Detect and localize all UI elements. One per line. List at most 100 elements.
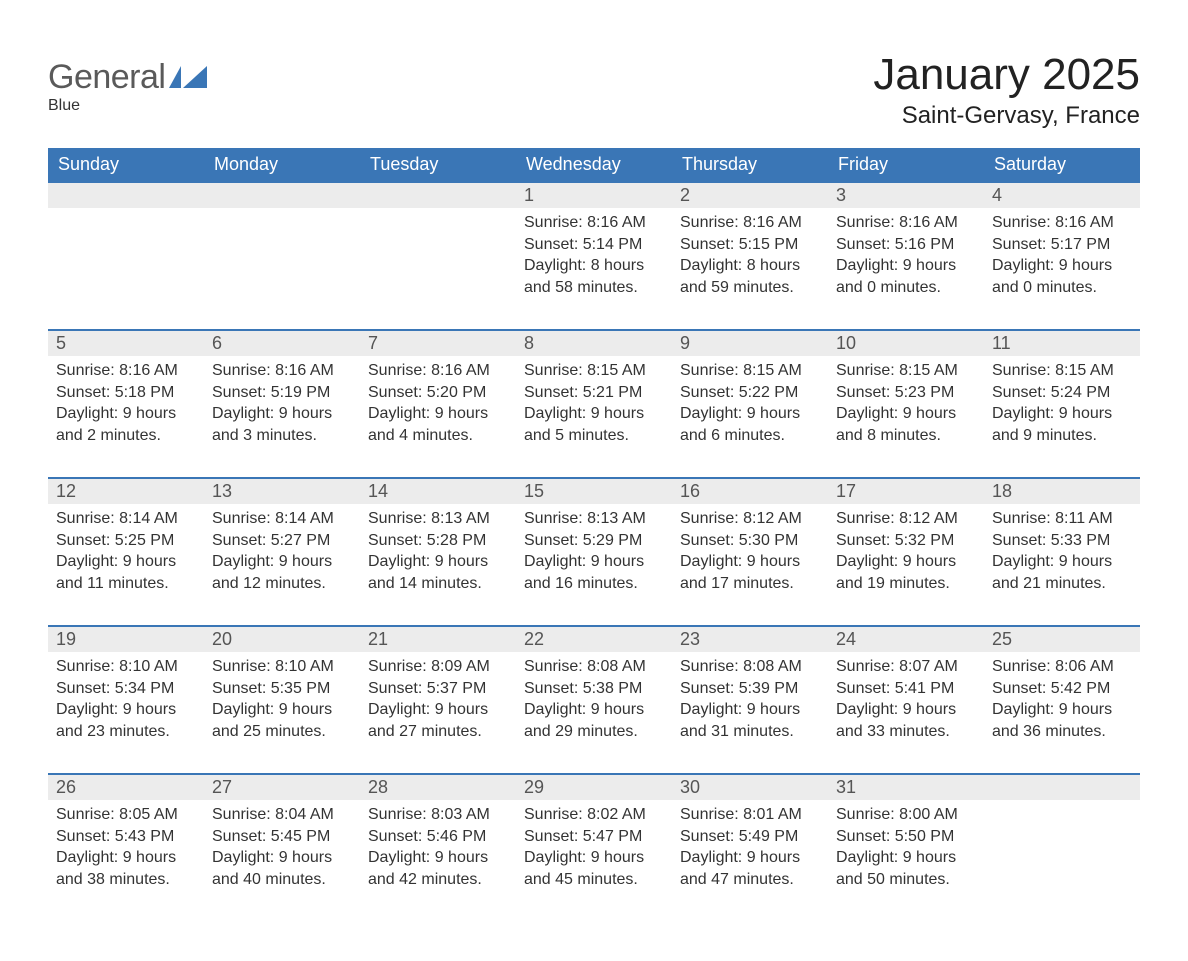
calendar-cell: 2Sunrise: 8:16 AMSunset: 5:15 PMDaylight… <box>672 181 828 329</box>
weekday-header: Wednesday <box>516 148 672 181</box>
sunrise-text: Sunrise: 8:08 AM <box>680 656 820 678</box>
calendar-cell: 12Sunrise: 8:14 AMSunset: 5:25 PMDayligh… <box>48 477 204 625</box>
day-body: Sunrise: 8:09 AMSunset: 5:37 PMDaylight:… <box>360 652 516 750</box>
day-body: Sunrise: 8:03 AMSunset: 5:46 PMDaylight:… <box>360 800 516 898</box>
sunset-text: Sunset: 5:33 PM <box>992 530 1132 552</box>
day-number <box>204 181 360 208</box>
day-body: Sunrise: 8:10 AMSunset: 5:34 PMDaylight:… <box>48 652 204 750</box>
sunset-text: Sunset: 5:15 PM <box>680 234 820 256</box>
day-body: Sunrise: 8:00 AMSunset: 5:50 PMDaylight:… <box>828 800 984 898</box>
sunset-text: Sunset: 5:34 PM <box>56 678 196 700</box>
calendar-cell <box>48 181 204 329</box>
sunrise-text: Sunrise: 8:16 AM <box>680 212 820 234</box>
sunrise-text: Sunrise: 8:14 AM <box>212 508 352 530</box>
calendar-cell: 7Sunrise: 8:16 AMSunset: 5:20 PMDaylight… <box>360 329 516 477</box>
sunrise-text: Sunrise: 8:14 AM <box>56 508 196 530</box>
sunset-text: Sunset: 5:23 PM <box>836 382 976 404</box>
day-body: Sunrise: 8:10 AMSunset: 5:35 PMDaylight:… <box>204 652 360 750</box>
calendar-week-row: 19Sunrise: 8:10 AMSunset: 5:34 PMDayligh… <box>48 625 1140 773</box>
calendar-page: General Blue January 2025 Saint-Gervasy,… <box>0 0 1188 961</box>
sunrise-text: Sunrise: 8:12 AM <box>680 508 820 530</box>
day-body: Sunrise: 8:16 AMSunset: 5:19 PMDaylight:… <box>204 356 360 454</box>
day-number: 11 <box>984 329 1140 356</box>
calendar-cell: 14Sunrise: 8:13 AMSunset: 5:28 PMDayligh… <box>360 477 516 625</box>
calendar-cell: 25Sunrise: 8:06 AMSunset: 5:42 PMDayligh… <box>984 625 1140 773</box>
day-number: 31 <box>828 773 984 800</box>
calendar-cell: 3Sunrise: 8:16 AMSunset: 5:16 PMDaylight… <box>828 181 984 329</box>
day-number: 29 <box>516 773 672 800</box>
calendar-cell: 17Sunrise: 8:12 AMSunset: 5:32 PMDayligh… <box>828 477 984 625</box>
day-body: Sunrise: 8:08 AMSunset: 5:38 PMDaylight:… <box>516 652 672 750</box>
calendar-cell: 13Sunrise: 8:14 AMSunset: 5:27 PMDayligh… <box>204 477 360 625</box>
sunset-text: Sunset: 5:27 PM <box>212 530 352 552</box>
calendar-cell <box>204 181 360 329</box>
daylight-text: Daylight: 9 hours and 16 minutes. <box>524 551 664 594</box>
daylight-text: Daylight: 9 hours and 47 minutes. <box>680 847 820 890</box>
day-number: 26 <box>48 773 204 800</box>
day-number: 9 <box>672 329 828 356</box>
day-number: 14 <box>360 477 516 504</box>
daylight-text: Daylight: 9 hours and 0 minutes. <box>992 255 1132 298</box>
sunset-text: Sunset: 5:24 PM <box>992 382 1132 404</box>
daylight-text: Daylight: 9 hours and 8 minutes. <box>836 403 976 446</box>
day-body: Sunrise: 8:15 AMSunset: 5:23 PMDaylight:… <box>828 356 984 454</box>
sunrise-text: Sunrise: 8:10 AM <box>56 656 196 678</box>
sunrise-text: Sunrise: 8:01 AM <box>680 804 820 826</box>
day-number: 8 <box>516 329 672 356</box>
daylight-text: Daylight: 9 hours and 0 minutes. <box>836 255 976 298</box>
day-body: Sunrise: 8:14 AMSunset: 5:27 PMDaylight:… <box>204 504 360 602</box>
sunset-text: Sunset: 5:25 PM <box>56 530 196 552</box>
calendar-cell: 26Sunrise: 8:05 AMSunset: 5:43 PMDayligh… <box>48 773 204 921</box>
day-number: 22 <box>516 625 672 652</box>
calendar-cell: 8Sunrise: 8:15 AMSunset: 5:21 PMDaylight… <box>516 329 672 477</box>
day-number: 20 <box>204 625 360 652</box>
calendar-table: SundayMondayTuesdayWednesdayThursdayFrid… <box>48 148 1140 921</box>
day-body: Sunrise: 8:01 AMSunset: 5:49 PMDaylight:… <box>672 800 828 898</box>
sunrise-text: Sunrise: 8:16 AM <box>992 212 1132 234</box>
day-body: Sunrise: 8:05 AMSunset: 5:43 PMDaylight:… <box>48 800 204 898</box>
sunset-text: Sunset: 5:42 PM <box>992 678 1132 700</box>
daylight-text: Daylight: 9 hours and 27 minutes. <box>368 699 508 742</box>
daylight-text: Daylight: 9 hours and 38 minutes. <box>56 847 196 890</box>
sunset-text: Sunset: 5:30 PM <box>680 530 820 552</box>
sunrise-text: Sunrise: 8:05 AM <box>56 804 196 826</box>
sunset-text: Sunset: 5:39 PM <box>680 678 820 700</box>
day-body: Sunrise: 8:06 AMSunset: 5:42 PMDaylight:… <box>984 652 1140 750</box>
day-body: Sunrise: 8:15 AMSunset: 5:21 PMDaylight:… <box>516 356 672 454</box>
calendar-cell: 16Sunrise: 8:12 AMSunset: 5:30 PMDayligh… <box>672 477 828 625</box>
calendar-cell: 10Sunrise: 8:15 AMSunset: 5:23 PMDayligh… <box>828 329 984 477</box>
sunrise-text: Sunrise: 8:16 AM <box>368 360 508 382</box>
day-number: 6 <box>204 329 360 356</box>
day-body <box>204 208 360 220</box>
day-body <box>48 208 204 220</box>
daylight-text: Daylight: 9 hours and 4 minutes. <box>368 403 508 446</box>
sunset-text: Sunset: 5:43 PM <box>56 826 196 848</box>
day-number: 15 <box>516 477 672 504</box>
calendar-cell <box>360 181 516 329</box>
weekday-header: Friday <box>828 148 984 181</box>
day-number: 27 <box>204 773 360 800</box>
day-body: Sunrise: 8:13 AMSunset: 5:29 PMDaylight:… <box>516 504 672 602</box>
day-number: 10 <box>828 329 984 356</box>
day-body <box>360 208 516 220</box>
sunset-text: Sunset: 5:16 PM <box>836 234 976 256</box>
day-body: Sunrise: 8:12 AMSunset: 5:32 PMDaylight:… <box>828 504 984 602</box>
daylight-text: Daylight: 9 hours and 6 minutes. <box>680 403 820 446</box>
daylight-text: Daylight: 9 hours and 5 minutes. <box>524 403 664 446</box>
day-number: 17 <box>828 477 984 504</box>
sunrise-text: Sunrise: 8:09 AM <box>368 656 508 678</box>
day-number <box>984 773 1140 800</box>
day-number <box>48 181 204 208</box>
calendar-week-row: 26Sunrise: 8:05 AMSunset: 5:43 PMDayligh… <box>48 773 1140 921</box>
sunrise-text: Sunrise: 8:04 AM <box>212 804 352 826</box>
day-body: Sunrise: 8:11 AMSunset: 5:33 PMDaylight:… <box>984 504 1140 602</box>
calendar-cell: 4Sunrise: 8:16 AMSunset: 5:17 PMDaylight… <box>984 181 1140 329</box>
sunset-text: Sunset: 5:46 PM <box>368 826 508 848</box>
daylight-text: Daylight: 9 hours and 31 minutes. <box>680 699 820 742</box>
day-body: Sunrise: 8:13 AMSunset: 5:28 PMDaylight:… <box>360 504 516 602</box>
daylight-text: Daylight: 9 hours and 50 minutes. <box>836 847 976 890</box>
sunset-text: Sunset: 5:38 PM <box>524 678 664 700</box>
sunrise-text: Sunrise: 8:03 AM <box>368 804 508 826</box>
day-body: Sunrise: 8:08 AMSunset: 5:39 PMDaylight:… <box>672 652 828 750</box>
sunset-text: Sunset: 5:29 PM <box>524 530 664 552</box>
